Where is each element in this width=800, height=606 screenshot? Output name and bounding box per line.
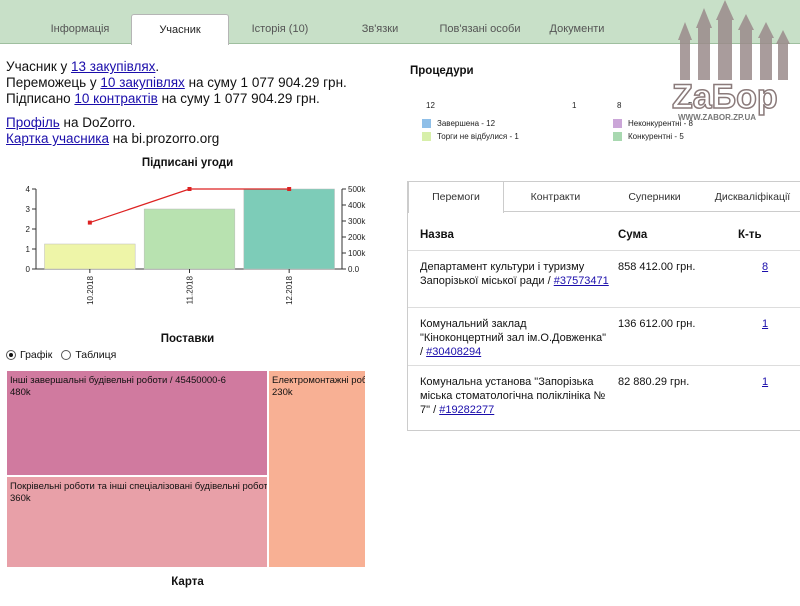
y-left-tick-label: 3 [26,205,31,214]
tab-disqualifications[interactable]: Дискваліфікації [714,191,791,203]
tab-info[interactable]: Інформація [50,23,110,35]
col-header-count: К-ть [738,229,762,241]
tab-documents[interactable]: Документи [549,23,605,35]
legend-noncompetitive: Неконкурентні - 8 [613,119,693,129]
treemap-cell[interactable]: Покрівельні роботи та інші спеціалізован… [6,476,268,568]
external-links: Профіль на DoZorro. Картка учасника на b… [6,115,219,147]
tab-contracts[interactable]: Контракти [530,191,581,203]
participant-card-link[interactable]: Картка учасника [6,131,109,146]
tab-related-persons[interactable]: Пов'язані особи [439,23,521,35]
signed-chart-title: Підписані угоди [141,157,234,169]
tab-history[interactable]: Історія (10) [251,23,309,35]
summary-text: . [155,59,160,74]
purchases-link[interactable]: 13 закупівлях [71,59,156,74]
win-count[interactable]: 8 [762,261,769,273]
buyer-code-link[interactable]: #30408294 [426,346,482,358]
buyer-name: Комунальна установа "Запорізька міська с… [420,376,606,416]
tabs-divider [504,211,800,212]
tab-bar: Інформація Учасник Історія (10) Зв'язки … [0,0,800,45]
procedures-title: Процедури [410,65,474,77]
buyer-code-link[interactable]: #37573471 [553,275,609,287]
treemap-cell[interactable]: Інші завершальні будівельні роботи / 454… [6,370,268,476]
y-right-tick-label: 300k [348,217,366,226]
table-row: Комунальна установа "Запорізька міська с… [408,365,800,425]
procedure-bar-failed: 1 [572,101,577,110]
y-left-tick-label: 1 [26,245,31,254]
treemap-cell[interactable]: Електромонтажні роботи230k [268,370,366,568]
view-toggle: Графік Таблиця [6,349,116,361]
bar [143,208,236,270]
map-title: Карта [171,576,204,588]
win-sum: 82 880.29 грн. [618,376,690,388]
radio-graph-label: Графік [20,349,53,361]
line-point [287,187,292,191]
table-row: Комунальний заклад "Кіноконцертний зал і… [408,307,800,365]
participant-summary: Учасник у 13 закупівлях. Переможець у 10… [6,59,347,107]
y-right-tick-label: 100k [348,249,366,258]
wins-panel: Перемоги Контракти Суперники Дискваліфік… [407,181,800,431]
summary-text: на суму 1 077 904.29 грн. [184,75,347,90]
col-header-sum: Сума [618,229,648,241]
summary-text: Переможець у [6,75,101,90]
tab-wins[interactable]: Перемоги [408,182,504,213]
tab-competitors[interactable]: Суперники [628,191,681,203]
link-suffix: на DoZorro. [59,115,136,130]
watermark-logo: ZaБор WWW.ZABOR.ZP.UA [671,0,790,122]
legend-swatch [613,119,622,129]
win-sum: 136 612.00 грн. [618,318,696,330]
y-right-tick-label: 500k [348,185,366,194]
summary-text: на суму 1 077 904.29 грн. [157,91,320,106]
radio-table[interactable] [61,350,72,360]
x-tick-label: 10.2018 [86,275,95,304]
y-left-tick-label: 2 [26,225,31,234]
legend-swatch [613,132,622,142]
bar [243,188,335,270]
bar [44,243,136,270]
buyer-name: Департамент культури і туризму Запорізьк… [420,261,609,287]
supplies-title: Поставки [160,333,215,345]
radio-table-label: Таблиця [75,349,117,361]
win-count[interactable]: 1 [762,376,769,388]
legend-completed: Завершена - 12 [422,119,495,129]
buyer-code-link[interactable]: #19282277 [439,404,495,416]
col-header-name: Назва [420,229,454,241]
procedure-bar-noncompetitive: 8 [617,101,622,110]
x-tick-label: 11.2018 [186,275,195,304]
contracts-link[interactable]: 10 контрактів [74,91,158,106]
legend-competitive: Конкурентні - 5 [613,132,684,142]
x-tick-label: 12.2018 [285,275,294,304]
wins-link[interactable]: 10 закупівлях [100,75,185,90]
legend-swatch [422,132,431,142]
line-point [87,220,92,225]
legend-swatch [422,119,431,129]
y-left-tick-label: 4 [26,185,31,194]
tab-participant[interactable]: Учасник [131,14,229,45]
procedure-bar-competitive: 5 [688,101,693,110]
y-right-tick-label: 200k [348,233,366,242]
tab-links[interactable]: Зв'язки [361,23,399,35]
link-suffix: на bi.prozorro.org [108,131,220,146]
signed-contracts-chart: 0 1 2 3 4 0.0 100k 200k 300k 400k 500k 10.2018 11.20… [26,185,367,305]
table-row: Департамент культури і туризму Запорізьк… [408,250,800,307]
y-left-tick-label: 0 [26,265,31,274]
watermark-url: WWW.ZABOR.ZP.UA [678,113,756,122]
summary-text: Підписано [6,91,75,106]
dozorro-profile-link[interactable]: Профіль [6,115,60,130]
radio-graph[interactable] [6,350,16,360]
buyer-name: Комунальний заклад "Кіноконцертний зал і… [420,318,607,358]
win-sum: 858 412.00 грн. [618,261,696,273]
summary-text: Учасник у [6,59,72,74]
y-right-tick-label: 400k [348,201,366,210]
watermark-brand: ZaБор [672,78,778,116]
procedure-bar-completed: 12 [426,101,435,110]
win-count[interactable]: 1 [762,318,769,330]
y-right-tick-label: 0.0 [348,265,360,274]
line-point [187,187,192,191]
legend-failed: Торги не відбулися - 1 [422,132,519,142]
